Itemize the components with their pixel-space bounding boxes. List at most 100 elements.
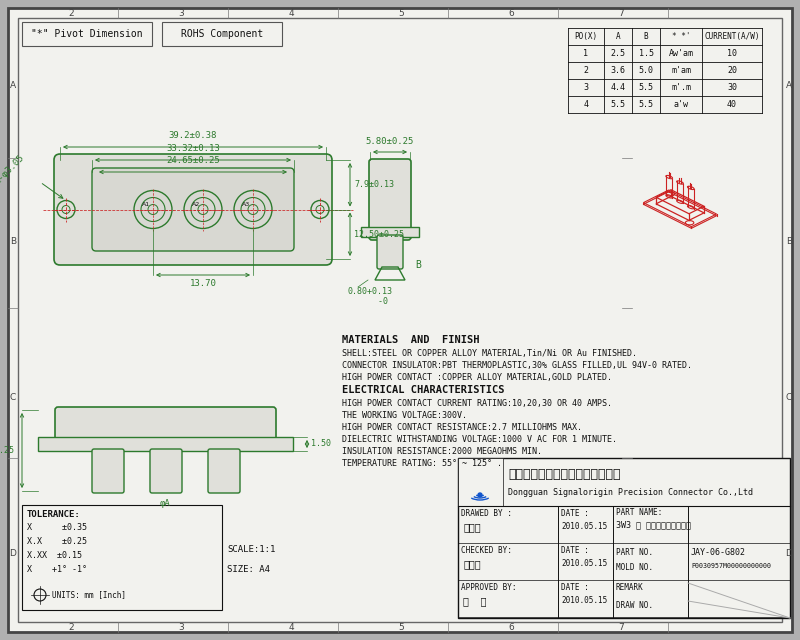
Text: A3: A3 (242, 202, 250, 207)
Text: CONNECTOR INSULATOR:PBT THERMOPLASTIC,30% GLASS FILLED,UL 94V-0 RATED.: CONNECTOR INSULATOR:PBT THERMOPLASTIC,30… (342, 361, 692, 370)
Text: PART NAME:: PART NAME: (616, 508, 662, 517)
Text: 4: 4 (288, 623, 294, 632)
FancyBboxPatch shape (369, 159, 411, 240)
Text: DATE :: DATE : (561, 583, 589, 592)
FancyBboxPatch shape (92, 449, 124, 493)
Text: 杨剑玉: 杨剑玉 (463, 522, 481, 532)
Text: 2: 2 (68, 8, 74, 17)
Text: DIELECTRIC WITHSTANDING VOLTAGE:1000 V AC FOR 1 MINUTE.: DIELECTRIC WITHSTANDING VOLTAGE:1000 V A… (342, 435, 617, 444)
Text: X    +1° -1°: X +1° -1° (27, 565, 87, 574)
Text: TEMPERATURE RATING: 55° ~ 125° .: TEMPERATURE RATING: 55° ~ 125° . (342, 459, 502, 468)
Text: 2: 2 (68, 623, 74, 632)
Text: DATE :: DATE : (561, 509, 589, 518)
Text: m'am: m'am (671, 66, 691, 75)
Text: 33.32±0.13: 33.32±0.13 (166, 144, 220, 153)
Text: 7.9±0.13: 7.9±0.13 (354, 180, 394, 189)
Text: 10.20±0.25: 10.20±0.25 (0, 446, 14, 455)
Text: 4: 4 (583, 100, 589, 109)
Text: CHECKED BY:: CHECKED BY: (461, 546, 512, 555)
Text: P0030957M00000000000: P0030957M00000000000 (691, 563, 771, 569)
Text: 6: 6 (508, 8, 514, 17)
Text: 2-φ3.05: 2-φ3.05 (0, 154, 26, 186)
Text: 1.5: 1.5 (638, 49, 654, 58)
FancyBboxPatch shape (208, 449, 240, 493)
Text: D: D (10, 550, 17, 559)
Text: 2010.05.15: 2010.05.15 (561, 559, 607, 568)
Text: 3.6: 3.6 (610, 66, 626, 75)
Text: a'w: a'w (674, 100, 689, 109)
Text: 5.80±0.25: 5.80±0.25 (366, 137, 414, 146)
Text: 5.5: 5.5 (638, 83, 654, 92)
Text: φA: φA (160, 499, 171, 508)
Text: 2.5: 2.5 (610, 49, 626, 58)
Text: A2: A2 (192, 202, 200, 207)
Text: 7: 7 (618, 8, 624, 17)
Text: B: B (415, 260, 421, 270)
Text: 7: 7 (618, 623, 624, 632)
Text: A: A (786, 81, 792, 90)
Text: B: B (644, 32, 648, 41)
Text: 12.50±0.25: 12.50±0.25 (354, 230, 404, 239)
Bar (38, 437, 293, 451)
Text: 3: 3 (178, 8, 184, 17)
Text: TOLERANCE:: TOLERANCE: (27, 510, 81, 519)
Text: 5.0: 5.0 (638, 66, 654, 75)
Text: A1: A1 (142, 202, 150, 207)
Text: 2010.05.15: 2010.05.15 (561, 596, 607, 605)
Text: HIGH POWER CONTACT :COPPER ALLOY MATERIAL,GOLD PLATED.: HIGH POWER CONTACT :COPPER ALLOY MATERIA… (342, 373, 612, 382)
Text: * *': * *' (672, 32, 690, 41)
Text: 6: 6 (508, 623, 514, 632)
Text: 2010.05.15: 2010.05.15 (561, 522, 607, 531)
Text: A: A (10, 81, 16, 90)
Text: 2: 2 (583, 66, 589, 75)
Text: UNITS: mm [Inch]: UNITS: mm [Inch] (52, 591, 126, 600)
FancyBboxPatch shape (377, 235, 403, 269)
Text: DATE :: DATE : (561, 546, 589, 555)
Text: DRAWED BY :: DRAWED BY : (461, 509, 512, 518)
Bar (22, 505, 222, 610)
Text: 10: 10 (727, 49, 737, 58)
Text: B: B (786, 237, 792, 246)
Bar (162, 22, 282, 46)
Text: ROHS Component: ROHS Component (181, 29, 263, 39)
Text: 信庆文: 信庆文 (463, 559, 481, 569)
Text: m'.m: m'.m (671, 83, 691, 92)
Text: 30: 30 (727, 83, 737, 92)
Text: Dongguan Signalorigin Precision Connector Co.,Ltd: Dongguan Signalorigin Precision Connecto… (508, 488, 753, 497)
Text: 40: 40 (727, 100, 737, 109)
Text: D: D (786, 550, 793, 559)
Text: THE WORKING VOLTAGE:300V.: THE WORKING VOLTAGE:300V. (342, 411, 467, 420)
FancyBboxPatch shape (55, 407, 276, 445)
Text: SIZE: A4: SIZE: A4 (227, 566, 270, 575)
Text: 东莞市迅颖原精密连接器有限公司: 东莞市迅颖原精密连接器有限公司 (508, 468, 621, 481)
Text: CURRENT(A/W): CURRENT(A/W) (704, 32, 760, 41)
Text: X.X    ±0.25: X.X ±0.25 (27, 537, 87, 546)
Text: 3W3 型 电流插接式插座组合: 3W3 型 电流插接式插座组合 (616, 520, 691, 529)
Text: A: A (616, 32, 620, 41)
Text: C: C (10, 394, 16, 403)
Text: 13.70: 13.70 (190, 279, 217, 288)
Text: 39.2±0.38: 39.2±0.38 (169, 131, 217, 140)
Text: REMARK: REMARK (616, 583, 644, 592)
Text: 24.65±0.25: 24.65±0.25 (166, 156, 220, 165)
FancyBboxPatch shape (54, 154, 332, 265)
Text: 5.5: 5.5 (638, 100, 654, 109)
Text: SCALE:1:1: SCALE:1:1 (227, 545, 275, 554)
Text: 4: 4 (288, 8, 294, 17)
Text: 1.50: 1.50 (311, 440, 331, 449)
Text: 5.5: 5.5 (610, 100, 626, 109)
Text: X      ±0.35: X ±0.35 (27, 523, 87, 532)
Text: DRAW NO.: DRAW NO. (616, 601, 653, 610)
Text: PART NO.: PART NO. (616, 548, 653, 557)
Text: 0.80+0.13
      -0: 0.80+0.13 -0 (348, 287, 393, 307)
Text: 刘  起: 刘 起 (463, 596, 486, 606)
Text: PO(X): PO(X) (574, 32, 598, 41)
Bar (361, 227, 419, 237)
Text: X.XX  ±0.15: X.XX ±0.15 (27, 551, 82, 560)
Text: "*" Pivot Dimension: "*" Pivot Dimension (31, 29, 143, 39)
Text: HIGH POWER CONTACT CURRENT RATING:10,20,30 OR 40 AMPS.: HIGH POWER CONTACT CURRENT RATING:10,20,… (342, 399, 612, 408)
Text: 5: 5 (398, 623, 404, 632)
Text: JAY-06-G802: JAY-06-G802 (691, 548, 746, 557)
Text: MOLD NO.: MOLD NO. (616, 563, 653, 572)
Text: 4.4: 4.4 (610, 83, 626, 92)
